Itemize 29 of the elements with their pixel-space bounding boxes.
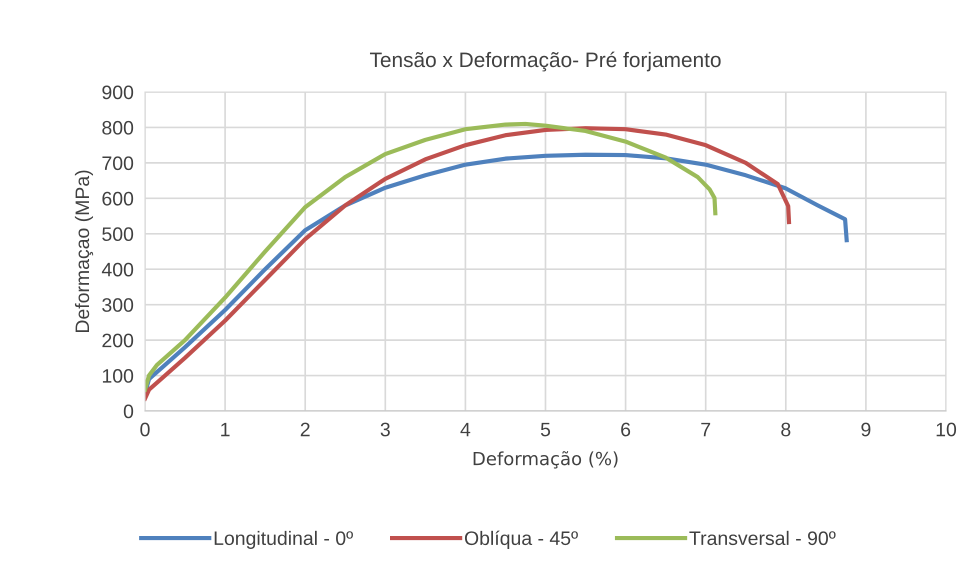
y-tick-label: 400: [102, 262, 134, 276]
x-tick-label: 1: [221, 422, 230, 436]
chart-title: Tensão x Deformação- Pré forjamento: [370, 52, 721, 72]
x-tick-label: 10: [936, 422, 956, 436]
y-tick-label: 200: [102, 334, 134, 348]
y-tick-label: 300: [102, 298, 134, 312]
line-series: [145, 122, 718, 392]
y-tick-label: 100: [102, 369, 134, 383]
y-axis-title: Deformaçao (MPa): [74, 170, 94, 332]
y-tick-label: 0: [124, 404, 134, 418]
legend-label: Oblíqua - 45º: [464, 530, 578, 549]
legend-label: Longitudinal - 0º: [214, 530, 353, 549]
y-tick-label: 700: [102, 156, 134, 170]
x-tick-label: 8: [781, 422, 790, 436]
x-tick-label: 2: [300, 422, 310, 436]
x-tick-label: 0: [140, 422, 150, 436]
y-tick-label: 600: [102, 192, 134, 206]
y-tick-label: 900: [102, 85, 134, 100]
x-tick-label: 3: [380, 422, 390, 436]
x-tick-label: 6: [621, 422, 630, 436]
y-tick-label: 800: [102, 120, 134, 135]
x-axis-title: Deformação (%): [474, 451, 618, 469]
x-tick-label: 4: [460, 422, 470, 436]
x-tick-label: 5: [540, 422, 550, 436]
line-series: [145, 126, 792, 401]
legend-label: Transversal - 90º: [689, 530, 836, 546]
x-tick-label: 7: [701, 422, 710, 436]
y-tick-label: 500: [102, 227, 134, 242]
x-tick-label: 9: [861, 422, 870, 436]
